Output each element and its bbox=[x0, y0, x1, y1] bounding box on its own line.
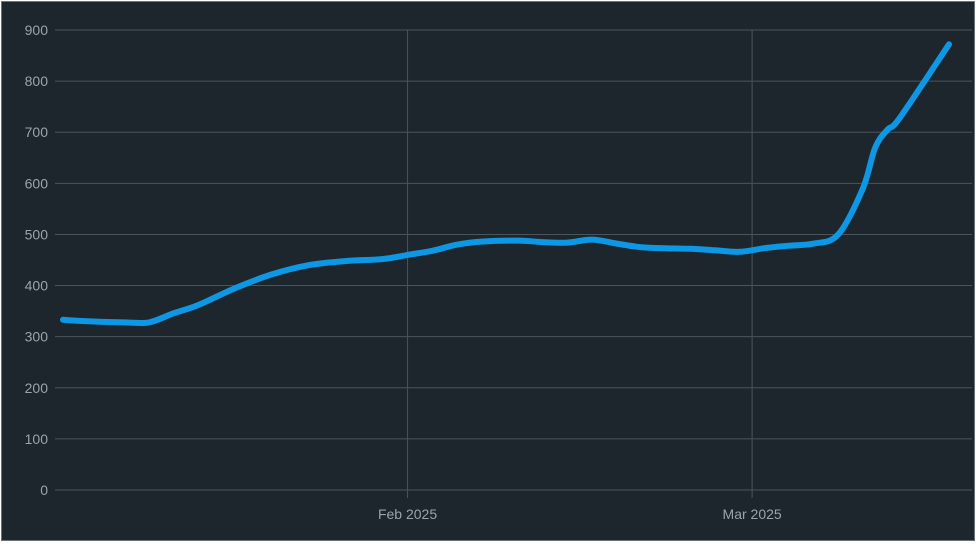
data-point bbox=[86, 319, 90, 323]
data-point bbox=[812, 242, 816, 246]
data-point bbox=[233, 286, 237, 290]
y-tick-label-300: 300 bbox=[25, 329, 49, 345]
data-point bbox=[307, 263, 311, 267]
y-tick-label-400: 400 bbox=[25, 278, 49, 294]
data-point bbox=[590, 238, 594, 242]
data-point bbox=[873, 146, 877, 150]
data-point bbox=[406, 253, 410, 257]
data-point bbox=[947, 42, 951, 46]
data-point bbox=[196, 303, 200, 307]
data-point bbox=[344, 259, 348, 263]
data-point bbox=[713, 248, 717, 252]
data-point bbox=[516, 239, 520, 243]
data-point bbox=[172, 311, 176, 315]
grid bbox=[55, 29, 972, 498]
data-point bbox=[886, 128, 890, 132]
data-point bbox=[455, 243, 459, 247]
data-point bbox=[861, 186, 865, 190]
data-point bbox=[689, 247, 693, 251]
data-point bbox=[61, 318, 65, 322]
y-tick-label-900: 900 bbox=[25, 22, 49, 38]
data-point bbox=[615, 242, 619, 246]
y-tick-label-500: 500 bbox=[25, 226, 49, 242]
y-tick-label-600: 600 bbox=[25, 175, 49, 191]
series-line-0 bbox=[60, 41, 952, 327]
y-tick-label-100: 100 bbox=[25, 431, 49, 447]
y-tick-label-700: 700 bbox=[25, 124, 49, 140]
data-point bbox=[147, 320, 151, 324]
y-tick-label-0: 0 bbox=[40, 482, 48, 498]
x-tick-label-0: Feb 2025 bbox=[378, 506, 437, 522]
data-point bbox=[430, 249, 434, 253]
data-point bbox=[738, 250, 742, 254]
x-tick-label-1: Mar 2025 bbox=[723, 506, 782, 522]
data-point bbox=[836, 232, 840, 236]
data-point bbox=[664, 246, 668, 250]
data-point bbox=[381, 257, 385, 261]
data-point bbox=[787, 244, 791, 248]
data-point bbox=[541, 240, 545, 244]
data-point bbox=[270, 272, 274, 276]
series bbox=[60, 41, 952, 327]
data-point bbox=[762, 246, 766, 250]
data-point bbox=[639, 245, 643, 249]
data-point bbox=[898, 116, 902, 120]
data-point bbox=[479, 240, 483, 244]
data-point bbox=[123, 320, 127, 324]
axis-ticks: 0 100 200 300 400 500 600 700 800 900 Feb 2025 Mar … bbox=[25, 22, 782, 522]
y-tick-label-800: 800 bbox=[25, 73, 49, 89]
data-point bbox=[566, 241, 570, 245]
y-tick-label-200: 200 bbox=[25, 380, 49, 396]
